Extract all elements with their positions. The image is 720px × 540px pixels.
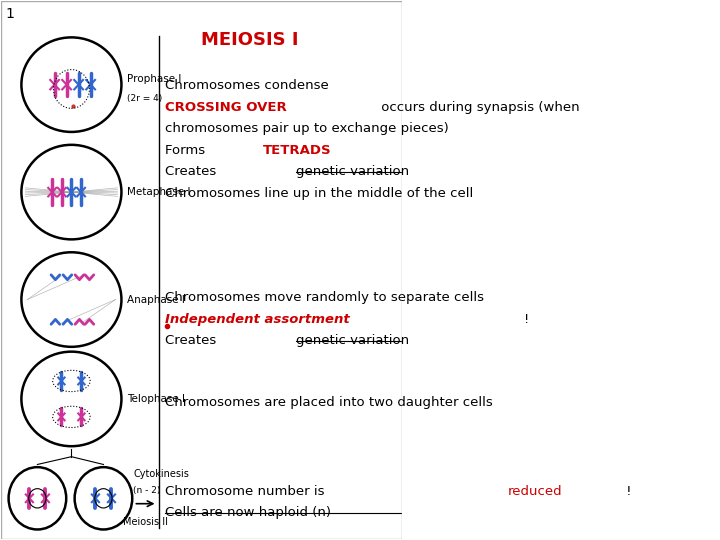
Text: chromosomes pair up to exchange pieces): chromosomes pair up to exchange pieces) (166, 122, 449, 135)
Text: (n - 2): (n - 2) (133, 486, 161, 495)
Text: Creates: Creates (166, 165, 221, 178)
Text: Chromosomes are placed into two daughter cells: Chromosomes are placed into two daughter… (166, 396, 493, 409)
Text: Chromosomes line up in the middle of the cell: Chromosomes line up in the middle of the… (166, 187, 474, 200)
Text: Telophase I: Telophase I (127, 394, 186, 404)
Text: reduced: reduced (508, 485, 562, 498)
Text: Anaphase I: Anaphase I (127, 294, 185, 305)
Text: CROSSING OVER: CROSSING OVER (166, 101, 287, 114)
Text: Cells are now haploid (n): Cells are now haploid (n) (166, 507, 331, 519)
Text: occurs during synapsis (when: occurs during synapsis (when (377, 101, 580, 114)
Text: TETRADS: TETRADS (264, 144, 332, 157)
Text: Creates: Creates (166, 334, 221, 347)
Text: Metaphase I: Metaphase I (127, 187, 191, 197)
Text: !: ! (524, 313, 529, 326)
Text: genetic variation: genetic variation (296, 334, 409, 347)
Text: Forms: Forms (166, 144, 210, 157)
Text: Chromosomes move randomly to separate cells: Chromosomes move randomly to separate ce… (166, 292, 485, 305)
Text: Cytokinesis: Cytokinesis (133, 469, 189, 479)
Text: Prophase I: Prophase I (127, 75, 182, 84)
Text: (2r = 4): (2r = 4) (127, 93, 163, 103)
Text: MEIOSIS I: MEIOSIS I (201, 31, 298, 49)
Text: Meiosis II: Meiosis II (123, 517, 168, 527)
Text: Independent assortment: Independent assortment (166, 313, 350, 326)
Text: !: ! (622, 485, 631, 498)
Text: 1: 1 (5, 7, 14, 21)
Text: Chromosome number is: Chromosome number is (166, 485, 329, 498)
Text: genetic variation: genetic variation (296, 165, 409, 178)
Text: Chromosomes condense: Chromosomes condense (166, 79, 329, 92)
